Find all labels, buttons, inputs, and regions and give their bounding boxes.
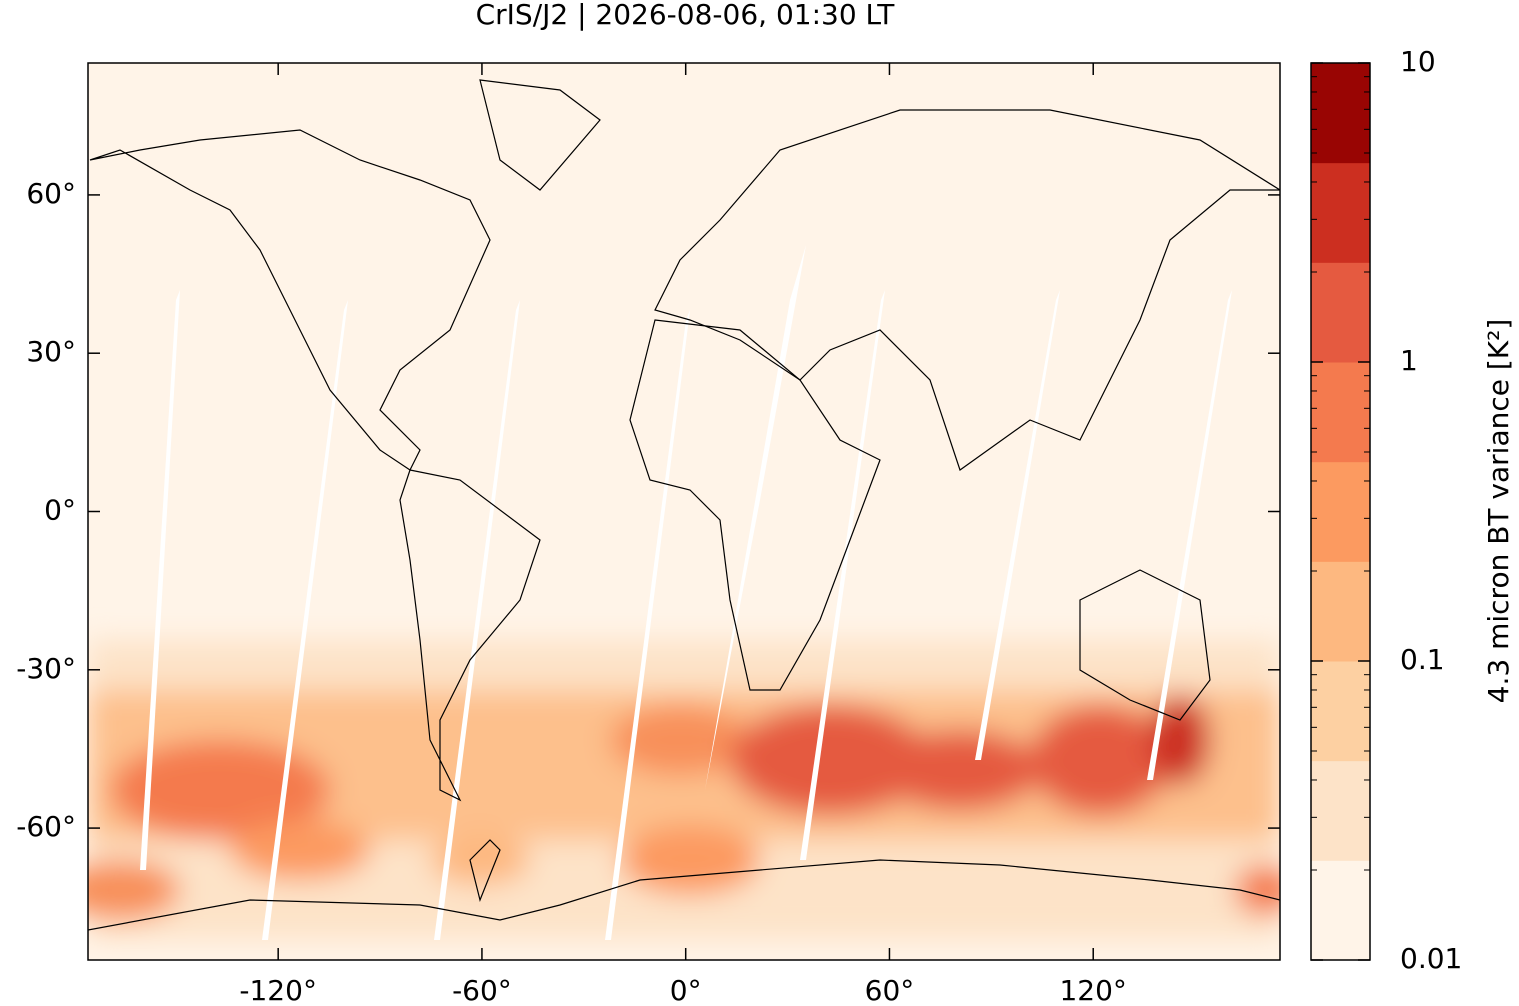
orbit-gaps bbox=[140, 245, 1232, 940]
variance-field bbox=[88, 640, 1280, 940]
colorbar-band bbox=[1311, 760, 1370, 861]
x-tick-label: 120° bbox=[1059, 974, 1126, 1002]
x-tick-label: 60° bbox=[865, 974, 915, 1002]
map-field bbox=[88, 63, 1280, 960]
x-tick-label: 0° bbox=[670, 974, 702, 1002]
y-tick-label: 30° bbox=[26, 335, 76, 368]
x-tick-label: -120° bbox=[239, 974, 317, 1002]
chart-title: CrIS/J2 | 2026-08-06, 01:30 LT bbox=[476, 0, 896, 31]
y-tick-label: -30° bbox=[16, 652, 76, 685]
coastlines bbox=[88, 79, 1280, 931]
colorbar-band bbox=[1311, 561, 1370, 662]
colorbar-label: 4.3 micron BT variance [K²] bbox=[1482, 319, 1515, 704]
colorbar-frame bbox=[1310, 62, 1371, 961]
colorbar-band bbox=[1311, 461, 1370, 562]
colorbar-band bbox=[1311, 860, 1370, 961]
y-tick-label: 0° bbox=[44, 494, 76, 527]
colorbar-tick-label: 0.01 bbox=[1400, 942, 1462, 975]
colorbar-band bbox=[1311, 162, 1370, 263]
y-tick-label: 60° bbox=[26, 177, 76, 210]
colorbar-tick-label: 0.1 bbox=[1400, 643, 1445, 676]
y-tick-label: -60° bbox=[16, 810, 76, 843]
colorbar-band bbox=[1311, 661, 1370, 762]
x-tick-label: -60° bbox=[452, 974, 512, 1002]
colorbar-band bbox=[1311, 63, 1370, 164]
colorbar-tick-label: 10 bbox=[1400, 45, 1436, 78]
colorbar-band bbox=[1311, 262, 1370, 363]
colorbar-band bbox=[1311, 362, 1370, 463]
colorbar-tick-label: 1 bbox=[1400, 344, 1418, 377]
